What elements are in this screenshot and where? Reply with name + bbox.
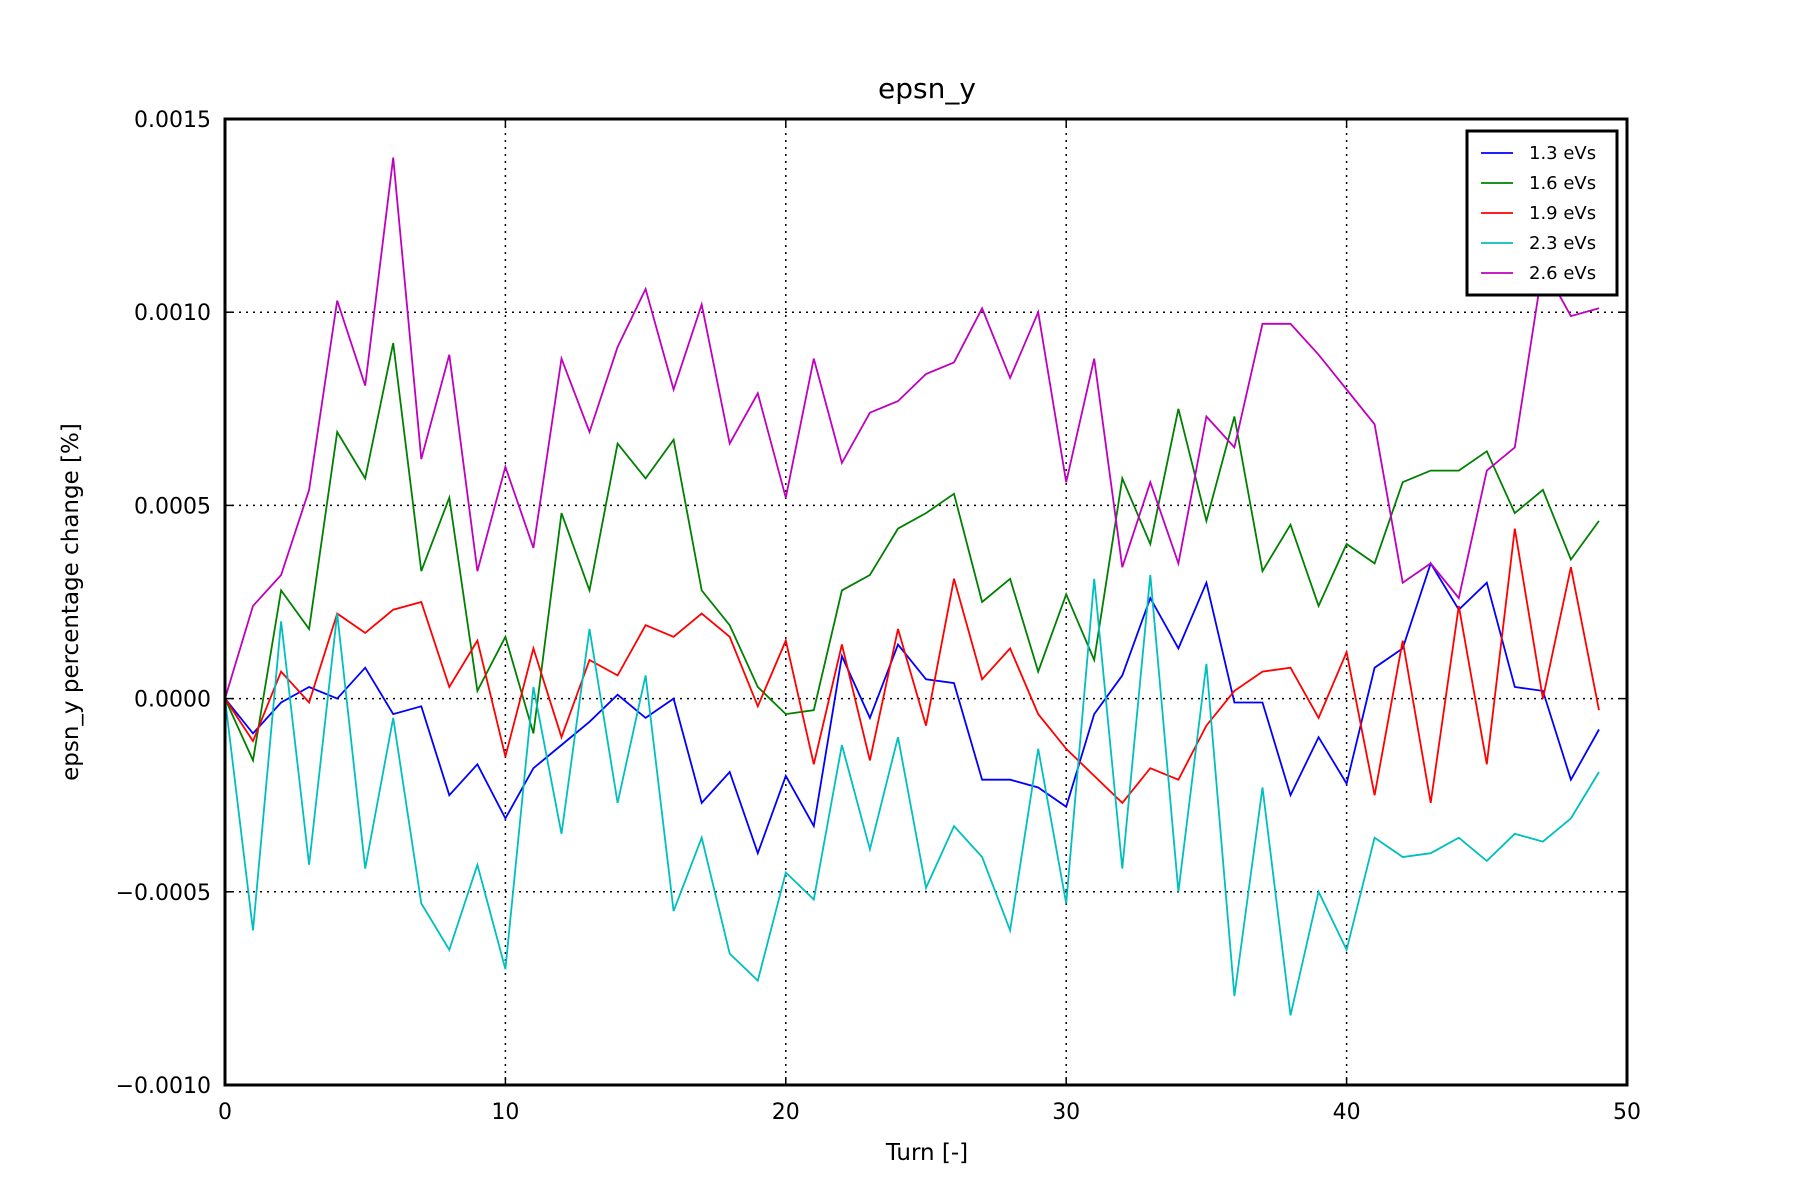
series-line-2 bbox=[224, 342, 1600, 764]
series-line-3 bbox=[224, 528, 1600, 805]
x-tick-label: 0 bbox=[218, 1100, 232, 1125]
legend-label: 1.9 eVs bbox=[1529, 203, 1596, 224]
legend-label: 1.6 eVs bbox=[1529, 173, 1596, 194]
legend-label: 2.6 eVs bbox=[1529, 263, 1596, 284]
y-axis-label: epsn_y percentage change [%] bbox=[58, 423, 84, 781]
y-tick-label: −0.0005 bbox=[116, 881, 211, 906]
y-tick-label: 0.0005 bbox=[134, 494, 211, 519]
y-tick-label: 0.0015 bbox=[134, 108, 211, 133]
series-line-1 bbox=[224, 561, 1600, 856]
legend: 1.3 eVs 1.6 eVs 1.9 eVs 2.3 eVs 2.6 eVs bbox=[1465, 129, 1619, 297]
plot-area bbox=[225, 119, 1627, 1085]
legend-label: 1.3 eVs bbox=[1529, 143, 1596, 164]
x-axis-label: Turn [-] bbox=[885, 1140, 968, 1166]
chart-title: epsn_y bbox=[878, 72, 976, 105]
legend-label: 2.3 eVs bbox=[1529, 233, 1596, 254]
series-lines bbox=[224, 157, 1600, 1016]
x-tick-label: 10 bbox=[491, 1100, 519, 1125]
grid bbox=[225, 119, 1627, 1085]
axis-ticks: 0 10 20 30 40 50 −0.0010 −0.0005 0.0000 0.0005 0.0… bbox=[116, 108, 1641, 1125]
series-line-5 bbox=[224, 157, 1600, 699]
x-tick-label: 30 bbox=[1052, 1100, 1080, 1125]
x-tick-label: 50 bbox=[1613, 1100, 1641, 1125]
y-tick-label: 0.0000 bbox=[134, 688, 211, 713]
series-line-4 bbox=[224, 574, 1600, 1016]
x-tick-label: 20 bbox=[772, 1100, 800, 1125]
y-tick-label: −0.0010 bbox=[116, 1074, 211, 1099]
y-tick-label: 0.0010 bbox=[134, 301, 211, 326]
plot-frame bbox=[223, 117, 1629, 1087]
x-tick-label: 40 bbox=[1333, 1100, 1361, 1125]
